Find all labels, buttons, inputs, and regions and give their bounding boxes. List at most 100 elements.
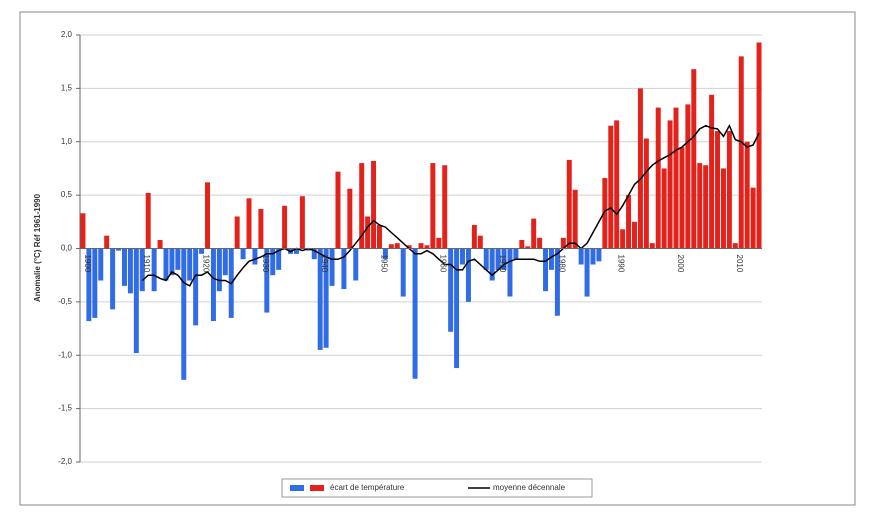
x-tick-label: 1920 (201, 255, 210, 273)
bar (465, 248, 471, 302)
bar (548, 248, 554, 270)
bar (216, 248, 222, 292)
bar (709, 94, 715, 249)
bar (222, 248, 228, 276)
legend-label: moyenne décennale (493, 483, 566, 492)
bar (353, 248, 359, 281)
bar (371, 160, 377, 249)
legend: écart de température moyenne décennale (281, 478, 593, 498)
bar (750, 187, 756, 249)
bar (86, 248, 92, 322)
bar (347, 188, 353, 249)
bar (584, 248, 590, 297)
x-tick-label: 1930 (261, 255, 270, 273)
x-tick-label: 1910 (142, 255, 151, 273)
bar (691, 69, 697, 249)
bar (258, 209, 264, 249)
bar (436, 237, 442, 249)
bar (169, 248, 175, 276)
bar (495, 248, 501, 270)
bar (679, 147, 685, 249)
bar (187, 248, 193, 281)
legend-swatch (310, 485, 324, 491)
bar (726, 131, 732, 249)
bar (205, 182, 210, 249)
bar (210, 248, 216, 322)
bar (199, 248, 205, 254)
bar (738, 56, 744, 249)
x-tick-label: 1960 (439, 255, 448, 273)
bar (127, 248, 133, 294)
bar (448, 248, 454, 332)
bar (531, 218, 537, 249)
bar (649, 243, 655, 249)
bar (643, 138, 649, 249)
bar (412, 248, 418, 379)
bar (388, 244, 394, 249)
bar (311, 248, 317, 260)
bar (667, 120, 673, 249)
bar (454, 248, 460, 369)
bar (525, 246, 531, 249)
bar (554, 248, 560, 316)
bar (329, 248, 335, 286)
bar (732, 243, 738, 249)
bar (578, 248, 584, 265)
bar (406, 245, 412, 249)
y-tick-label: -1,0 (58, 350, 72, 359)
bar (756, 42, 762, 249)
bar (359, 163, 365, 249)
x-tick-label: 1900 (83, 255, 92, 273)
legend-label: écart de température (330, 483, 405, 492)
y-axis-label: Anomalie (°C) Réf 1961-1990 (33, 193, 42, 302)
bar (335, 171, 341, 249)
bar (110, 248, 116, 310)
bar (673, 107, 679, 249)
bar (276, 248, 282, 270)
bar (293, 248, 299, 254)
bar (703, 165, 709, 249)
bar (744, 141, 750, 249)
line (141, 123, 760, 287)
bar (133, 248, 139, 354)
bar (608, 125, 614, 249)
bar (246, 198, 252, 249)
bar (685, 104, 691, 249)
x-tick-label: 1950 (379, 255, 388, 273)
bar (519, 239, 525, 249)
bar (157, 239, 163, 249)
bar (507, 248, 513, 297)
y-tick-label: -2,0 (58, 457, 72, 466)
bar (282, 205, 288, 249)
bar (121, 248, 127, 286)
bar (104, 235, 110, 249)
bar (715, 131, 721, 249)
bar (193, 248, 199, 326)
y-tick-label: 1,0 (61, 137, 73, 146)
bar (240, 248, 246, 260)
y-tick-label: 2,0 (61, 30, 73, 39)
bar (620, 229, 626, 249)
bar (489, 248, 495, 281)
bar (299, 196, 305, 249)
bar (418, 243, 424, 249)
bar (116, 248, 122, 251)
bar (382, 248, 388, 260)
bar (181, 248, 187, 380)
legend-swatch (290, 485, 304, 491)
x-tick-label: 1940 (320, 255, 329, 273)
y-tick-label: 0,0 (61, 244, 73, 253)
bar (566, 159, 572, 249)
bar (483, 248, 489, 270)
bar (394, 243, 400, 249)
bar (477, 235, 483, 249)
bar (139, 248, 145, 292)
bar (460, 248, 466, 265)
bar (602, 178, 608, 249)
bar (317, 248, 323, 350)
bar (655, 107, 661, 249)
x-tick-label: 1980 (557, 255, 566, 273)
bar (151, 248, 157, 292)
bar (92, 248, 98, 318)
